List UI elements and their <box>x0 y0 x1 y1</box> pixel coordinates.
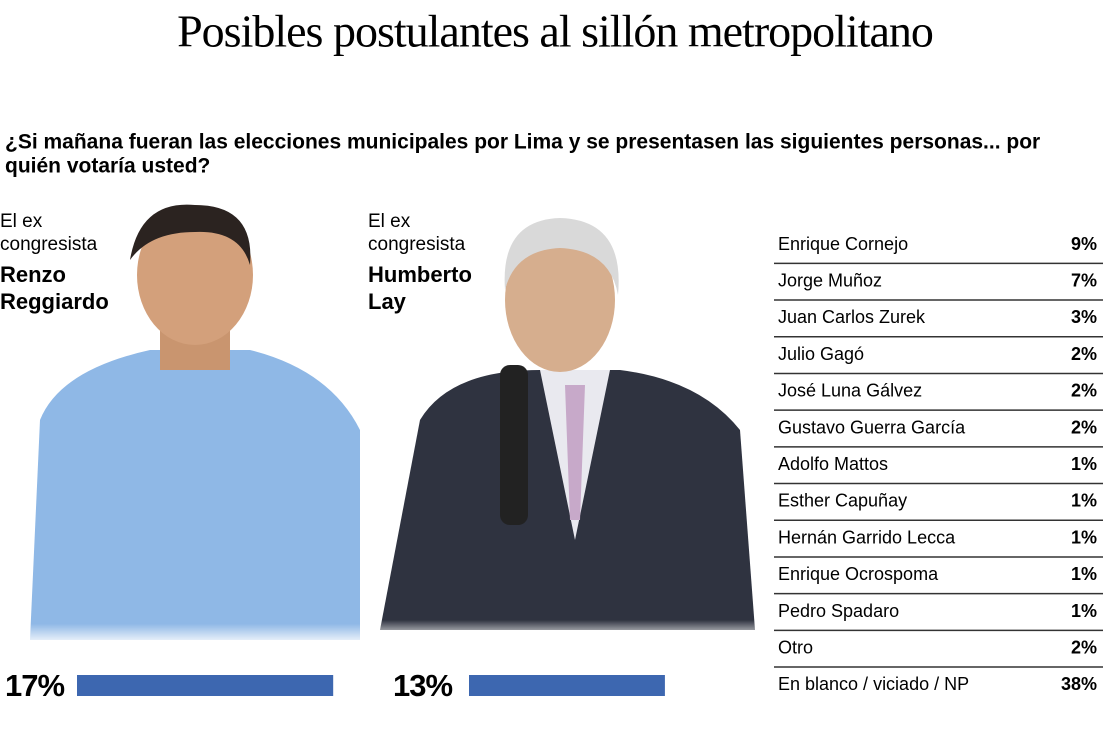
row-value: 2% <box>1071 344 1097 364</box>
row-name: Gustavo Guerra García <box>778 417 966 437</box>
row-name: José Luna Gálvez <box>778 381 922 401</box>
row-value: 2% <box>1071 381 1097 401</box>
candidate-name: Humberto <box>368 262 472 287</box>
row-name: Juan Carlos Zurek <box>778 307 926 327</box>
intro-text: El ex <box>368 211 411 232</box>
candidate-name: Lay <box>368 289 407 314</box>
row-name: Adolfo Mattos <box>778 454 888 474</box>
intro-text: El ex <box>0 211 43 232</box>
photo-humberto <box>370 218 770 640</box>
intro-text: congresista <box>0 234 98 255</box>
bar <box>469 675 665 696</box>
question-line: quién votaría usted? <box>5 155 210 178</box>
row-name: Jorge Muñoz <box>778 270 882 290</box>
row-name: Hernán Garrido Lecca <box>778 527 956 547</box>
row-name: En blanco / viciado / NP <box>778 674 969 694</box>
row-value: 2% <box>1071 637 1097 657</box>
row-name: Julio Gagó <box>778 344 864 364</box>
row-value: 1% <box>1071 527 1097 547</box>
row-name: Pedro Spadaro <box>778 601 899 621</box>
table: Enrique Cornejo 9% Jorge Muñoz 7% Juan Carlo… <box>774 234 1103 694</box>
title: Posibles postulantes al sillón metropoli… <box>177 6 933 57</box>
row-name: Otro <box>778 637 813 657</box>
row-name: Esther Capuñay <box>778 491 907 511</box>
row-name: Enrique Cornejo <box>778 234 908 254</box>
question-line: ¿Si mañana fueran las elecciones municip… <box>5 131 1040 154</box>
row-value: 1% <box>1071 491 1097 511</box>
candidate-name: Reggiardo <box>0 289 109 314</box>
row-value: 1% <box>1071 454 1097 474</box>
percent-label: 17% <box>5 668 64 703</box>
row-name: Enrique Ocrospoma <box>778 564 939 584</box>
row-value: 1% <box>1071 601 1097 621</box>
candidate-name: Renzo <box>0 262 66 287</box>
row-value: 1% <box>1071 564 1097 584</box>
row-value: 7% <box>1071 270 1097 290</box>
photo-renzo <box>20 204 380 645</box>
bar <box>77 675 334 696</box>
row-value: 3% <box>1071 307 1097 327</box>
row-value: 38% <box>1061 674 1097 694</box>
row-value: 2% <box>1071 417 1097 437</box>
intro-text: congresista <box>368 234 466 255</box>
row-value: 9% <box>1071 234 1097 254</box>
percent-label: 13% <box>393 668 452 703</box>
